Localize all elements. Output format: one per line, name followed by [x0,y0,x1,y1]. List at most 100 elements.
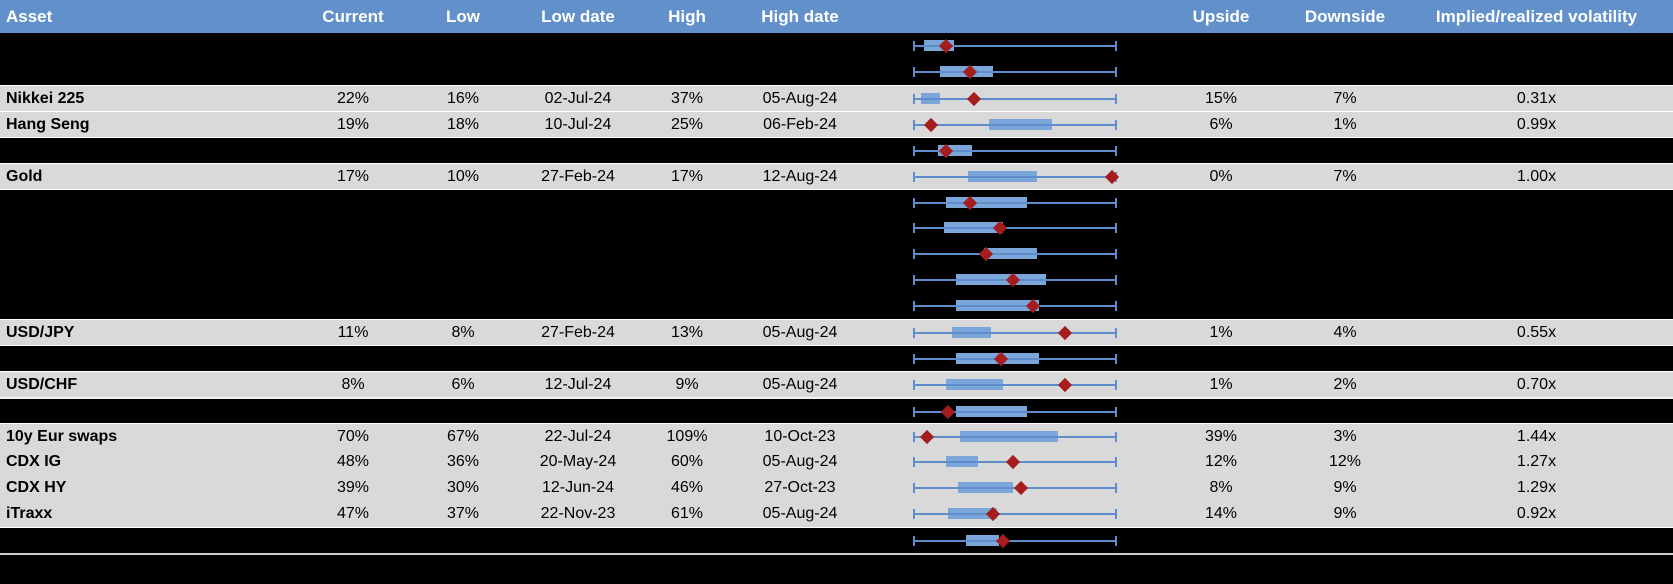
column-header-implied-realized-volatility: Implied/realized volatility [1435,7,1638,26]
footer-black-band [0,555,1673,584]
cell-current: 70% [336,428,370,445]
whisker-cap-right [1115,407,1117,417]
whisker-line [913,45,1117,47]
cell-asset: CDX IG [6,453,62,470]
whisker-cap-left [913,94,915,104]
current-level-diamond-marker [1057,325,1073,341]
cell-iv [1400,528,1673,553]
cell-asset [6,528,286,553]
cell-high-date [740,215,860,241]
whisker-line [913,71,1117,73]
range-boxplot [913,528,1117,554]
cell-upside: 8% [1209,479,1233,496]
cell-high [637,267,737,293]
whisker-line [913,436,1117,438]
cell-upside: 14% [1204,505,1238,522]
range-boxplot [913,33,1117,59]
cell-current [290,215,416,241]
table-row-usd-jpy: USD/JPY 11% 8% 27-Feb-24 13% 05-Aug-24 1% 4% 0.5… [0,319,1673,345]
cell-current [290,138,416,163]
cell-downside [1285,215,1405,241]
cell-high-date [740,33,860,59]
cell-current [290,241,416,267]
whisker-cap-right [1115,67,1117,77]
whisker-cap-left [913,301,915,311]
whisker-cap-left [913,198,915,208]
cell-low-date: 10-Jul-24 [544,116,612,133]
cell-asset [6,138,286,163]
whisker-cap-right [1115,354,1117,364]
cell-current: 17% [336,168,370,185]
range-boxplot [913,320,1117,346]
cell-iv: 0.31x [1516,90,1557,107]
column-header-current: Current [322,7,384,26]
cell-high [637,33,737,59]
current-level-diamond-marker [1005,454,1021,470]
cell-asset [6,399,286,423]
whisker-cap-left [913,432,915,442]
whisker-cap-left [913,67,915,77]
cell-high-date: 06-Feb-24 [763,116,837,133]
cell-low-date [518,59,638,85]
cell-low: 18% [446,116,480,133]
whisker-cap-right [1115,380,1117,390]
table-row-itraxx: iTraxx 47% 37% 22-Nov-23 61% 05-Aug-24 14% 9% 0.… [0,501,1673,527]
whisker-line [913,124,1117,126]
cell-current: 39% [336,479,370,496]
whisker-cap-left [913,41,915,51]
whisker-line [913,384,1117,386]
cell-iv: 0.70x [1516,376,1557,393]
cell-high: 17% [670,168,704,185]
cell-high [637,59,737,85]
cell-asset: Nikkei 225 [6,90,85,107]
whisker-cap-left [913,223,915,233]
whisker-line [913,253,1117,255]
cell-asset: 10y Eur swaps [6,428,118,445]
cell-asset [6,346,286,371]
range-boxplot [913,59,1117,85]
cell-low-date: 22-Nov-23 [540,505,616,522]
cell-low: 37% [446,505,480,522]
cell-upside [1161,241,1281,267]
cell-low-date: 20-May-24 [539,453,617,470]
cell-upside: 1% [1209,324,1233,341]
table-row-redacted [0,345,1673,371]
column-header-low: Low [446,7,480,26]
cell-upside [1161,190,1281,215]
cell-high [637,138,737,163]
whisker-cap-right [1115,483,1117,493]
cell-iv [1400,293,1673,319]
cell-asset: USD/JPY [6,324,75,341]
cell-iv [1400,241,1673,267]
cell-iv [1400,190,1673,215]
cell-high-date: 05-Aug-24 [762,324,838,341]
cell-upside [1161,33,1281,59]
whisker-line [913,98,1117,100]
range-boxplot [913,164,1119,190]
cell-upside: 39% [1204,428,1238,445]
table-row-cdx-hy: CDX HY 39% 30% 12-Jun-24 46% 27-Oct-23 8% 9% 1.2… [0,475,1673,501]
cell-high-date [740,59,860,85]
cell-low-date: 27-Feb-24 [541,324,615,341]
cell-upside: 6% [1209,116,1233,133]
cell-high: 61% [670,505,704,522]
whisker-cap-right [1115,249,1117,259]
current-level-diamond-marker [967,91,982,107]
cell-high [637,293,737,319]
cell-high [637,528,737,553]
cell-high-date: 05-Aug-24 [762,453,838,470]
cell-downside [1285,59,1405,85]
cell-iv [1400,59,1673,85]
range-boxplot [913,241,1117,267]
cell-iv [1400,215,1673,241]
table-row-redacted [0,33,1673,59]
cell-upside [1161,528,1281,553]
cell-low-date [518,33,638,59]
cell-low [413,59,513,85]
whisker-cap-right [1115,120,1117,130]
cell-iv [1400,346,1673,371]
whisker-line [913,540,1117,542]
whisker-line [913,332,1117,334]
cell-downside: 12% [1328,453,1362,470]
cell-high-date: 05-Aug-24 [762,505,838,522]
